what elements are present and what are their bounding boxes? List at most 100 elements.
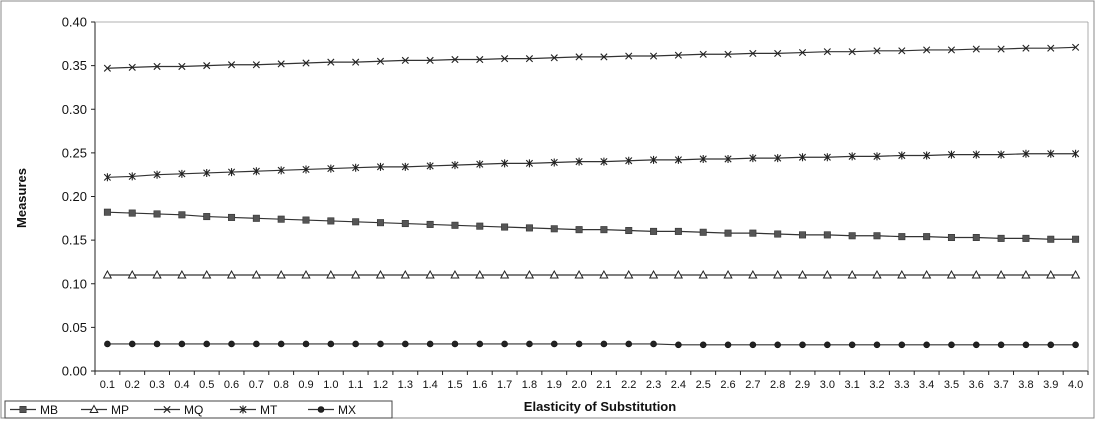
data-point-mt [451, 161, 459, 170]
data-point-mp [127, 269, 137, 279]
data-point-mt [997, 150, 1005, 159]
x-tick-label: 2.4 [671, 379, 686, 391]
data-point-mp [971, 269, 981, 279]
data-point-mb [203, 213, 211, 221]
y-tick-label: 0.30 [62, 102, 87, 117]
x-tick-label: 3.0 [820, 379, 835, 391]
legend-label-mp: MP [111, 403, 129, 417]
legend-marker-mq [163, 405, 171, 414]
x-tick-label: 0.8 [274, 379, 289, 391]
data-point-mb [600, 226, 608, 234]
data-point-mp [797, 269, 808, 279]
data-point-mt [1072, 149, 1080, 158]
data-point-mx [302, 340, 310, 348]
data-point-mt [699, 154, 707, 163]
data-point-mp [475, 269, 485, 279]
data-point-mp [202, 269, 212, 279]
data-point-mt [376, 162, 385, 171]
data-point-mx [650, 340, 657, 348]
data-point-mt [898, 151, 906, 160]
data-point-mp [648, 269, 659, 279]
x-tick-label: 3.5 [944, 379, 959, 391]
data-point-mx [377, 340, 384, 348]
data-point-mp [624, 269, 634, 279]
x-tick-label: 2.5 [696, 379, 711, 391]
data-point-mb [550, 225, 558, 233]
data-point-mb [376, 219, 384, 227]
x-tick-label: 3.2 [869, 379, 884, 391]
data-point-mp [574, 269, 584, 279]
data-point-mt [1047, 149, 1055, 158]
data-point-mt [600, 157, 608, 166]
data-point-mx [104, 340, 111, 348]
data-point-mb [451, 221, 459, 229]
data-point-mx [923, 341, 930, 349]
x-tick-label: 1.2 [373, 379, 388, 391]
data-point-mp [723, 269, 733, 279]
data-point-mq [451, 55, 459, 64]
data-point-mp [748, 269, 758, 279]
series-line-mt [107, 153, 1076, 178]
data-point-mp [921, 269, 932, 279]
x-tick-label: 1.9 [547, 379, 562, 391]
data-point-mt [848, 152, 856, 161]
data-point-mx [153, 340, 161, 348]
data-point-mx [1072, 341, 1079, 349]
x-tick-label: 3.3 [894, 379, 909, 391]
data-point-mp [326, 269, 336, 279]
data-point-mt [674, 155, 682, 164]
data-point-mt [947, 150, 956, 159]
data-point-mb [799, 231, 807, 239]
data-point-mb [525, 224, 533, 232]
legend-marker-mt [239, 405, 247, 414]
data-point-mp [872, 269, 882, 279]
data-point-mb [426, 220, 434, 228]
data-point-mt [649, 155, 658, 164]
data-point-mx [774, 341, 781, 349]
data-point-mb [674, 227, 682, 235]
data-point-mx [277, 340, 285, 348]
data-point-mb [972, 234, 980, 242]
data-point-mp [673, 269, 684, 279]
data-point-mx [575, 340, 583, 348]
data-point-mp [450, 269, 460, 279]
series-line-mx [107, 343, 1076, 346]
x-tick-label: 2.1 [596, 379, 611, 391]
data-point-mq [575, 53, 583, 61]
data-point-mq [798, 48, 807, 57]
data-point-mt [575, 157, 583, 166]
data-point-mb [923, 233, 931, 241]
data-point-mq [227, 61, 236, 69]
y-axis-title: Measures [14, 168, 29, 228]
data-point-mb [327, 217, 335, 225]
data-point-mb [1022, 234, 1030, 242]
data-point-mp [524, 269, 535, 279]
x-tick-label: 3.6 [969, 379, 984, 391]
data-point-mq [401, 56, 409, 64]
data-point-mq [252, 61, 260, 69]
data-point-mq [128, 63, 136, 71]
data-point-mp [152, 269, 162, 279]
data-point-mt [550, 158, 558, 167]
legend-label-mt: MT [260, 403, 278, 417]
data-point-mx [749, 341, 757, 349]
data-point-mq [1072, 43, 1080, 51]
data-point-mp [996, 269, 1006, 279]
data-point-mp [499, 269, 510, 279]
x-tick-label: 0.9 [298, 379, 313, 391]
data-point-mb [352, 218, 360, 226]
data-point-mq [476, 55, 484, 64]
data-point-mp [1046, 269, 1056, 279]
data-point-mp [425, 269, 435, 279]
data-point-mq [376, 57, 385, 65]
x-tick-label: 1.4 [422, 379, 437, 391]
data-point-mb [650, 227, 658, 235]
data-point-mp [375, 269, 386, 279]
data-point-mq [699, 50, 707, 58]
x-tick-label: 1.0 [323, 379, 338, 391]
data-point-mb [848, 232, 856, 240]
data-point-mt [426, 161, 434, 170]
data-point-mq [997, 45, 1005, 53]
data-point-mq [327, 58, 335, 66]
